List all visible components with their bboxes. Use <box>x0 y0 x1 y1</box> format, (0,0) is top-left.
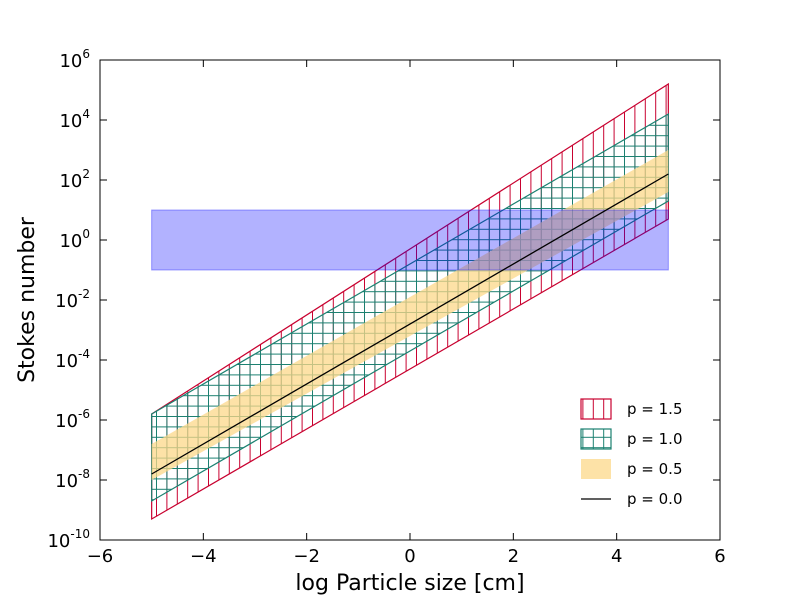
y-tick-label: 100 <box>59 227 90 252</box>
y-tick-label: 10-10 <box>47 527 90 552</box>
ticks-layer: −6 −4 −2 0 2 4 6 10-10 10-8 10-6 10-4 10-2 100 102 104… <box>47 47 725 567</box>
highlight-region <box>151 209 669 271</box>
legend-swatch-p10 <box>580 428 612 450</box>
series-line-p00 <box>151 173 669 475</box>
y-tick-label: 10-8 <box>55 467 90 492</box>
x-tick-label: 0 <box>404 546 415 567</box>
x-tick-label: 4 <box>611 546 622 567</box>
y-tick-label: 10-6 <box>55 407 90 432</box>
legend-label-p00: p = 0.0 <box>627 490 682 508</box>
legend-label-p05: p = 0.5 <box>627 460 682 478</box>
legend-swatch-p15 <box>580 398 612 420</box>
y-tick-label: 10-2 <box>55 287 90 312</box>
y-axis-title: Stokes number <box>15 216 40 383</box>
y-tick-label: 104 <box>59 107 90 132</box>
legend: p = 1.5 p = 1.0 p = 0.5 p = 0.0 <box>580 398 682 508</box>
y-tick-label: 102 <box>59 167 90 192</box>
series-band-p05 <box>151 150 669 480</box>
x-tick-label: 6 <box>714 546 725 567</box>
legend-label-p15: p = 1.5 <box>627 400 682 418</box>
x-tick-label: −2 <box>293 546 320 567</box>
x-tick-label: −6 <box>87 546 114 567</box>
y-tick-label: 10-4 <box>55 347 90 372</box>
legend-swatch-p05 <box>581 459 611 479</box>
x-axis-title: log Particle size [cm] <box>295 571 524 596</box>
x-tick-label: 2 <box>508 546 519 567</box>
legend-label-p10: p = 1.0 <box>627 430 682 448</box>
y-tick-label: 106 <box>59 47 90 72</box>
data-layer <box>151 82 669 521</box>
x-tick-label: −4 <box>190 546 217 567</box>
